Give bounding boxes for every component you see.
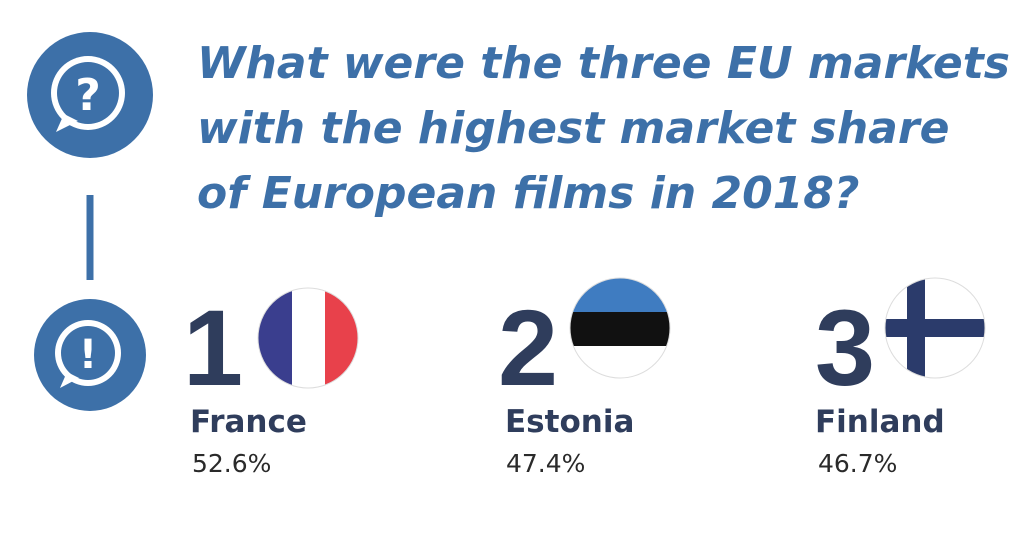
flag-estonia [570,278,670,378]
question-line: What were the three EU markets [197,38,1010,89]
flag-finland [885,278,985,378]
country: Finland [815,404,945,440]
country: Estonia [505,404,634,440]
question-line: of European films in 2018? [197,168,859,219]
answer-icon: ! [34,299,146,411]
share: 46.7% [818,449,897,478]
question-icon: ? [27,32,153,158]
country: France [190,404,307,440]
rank: 2 [498,287,558,408]
svg-text:?: ? [75,70,101,121]
svg-text:!: ! [79,332,97,378]
share: 52.6% [192,449,271,478]
rank: 1 [183,287,243,408]
question-line: with the highest market share [197,103,949,154]
share: 47.4% [506,449,585,478]
rank: 3 [815,287,875,408]
